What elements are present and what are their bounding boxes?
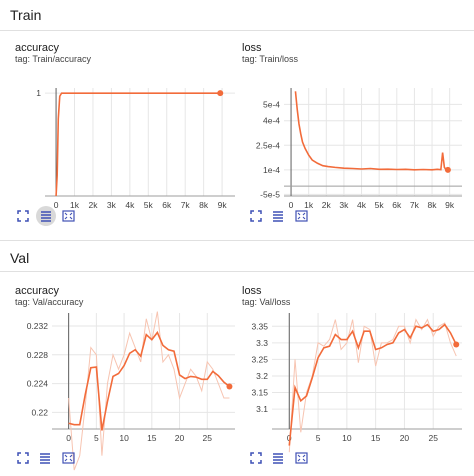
- x-tick-label: 2k: [322, 200, 332, 210]
- fullscreen-icon[interactable]: [247, 449, 265, 467]
- x-tick-label: 0: [54, 200, 59, 210]
- chart-card-train-accuracy: accuracy tag: Train/accuracy 0 1k 2k 3k 4k 5k…: [10, 42, 240, 217]
- fullscreen-icon[interactable]: [14, 207, 32, 225]
- x-tick-label: 5: [316, 433, 321, 443]
- chart-tag: tag: Val/loss: [242, 297, 291, 307]
- x-tick-label: 3k: [107, 200, 117, 210]
- series-end-point: [217, 90, 224, 97]
- y-tick-label: 3.3: [256, 338, 268, 348]
- line-chart[interactable]: 0 5 10 15 20 253.353.33.253.23.153.1: [237, 309, 467, 474]
- y-tick-label: -5e-5: [260, 189, 280, 199]
- series-end-point: [226, 383, 233, 390]
- y-tick-label: 1e-4: [263, 165, 280, 175]
- x-tick-label: 6k: [392, 200, 402, 210]
- fit-domain-icon[interactable]: [292, 207, 310, 225]
- fullscreen-icon[interactable]: [14, 449, 32, 467]
- series-line: [68, 330, 230, 431]
- chart-card-val-accuracy: accuracy tag: Val/accuracy 0 5 10 15 20 25 0.2…: [10, 285, 240, 471]
- series-line: [294, 91, 448, 171]
- x-tick-label: 25: [428, 433, 438, 443]
- series-line: [55, 92, 221, 197]
- chart-title: loss: [242, 285, 262, 297]
- x-tick-label: 4k: [125, 200, 135, 210]
- y-tick-label: 0.228: [27, 350, 49, 360]
- x-tick-label: 5: [94, 433, 99, 443]
- x-tick-label: 20: [400, 433, 410, 443]
- y-tick-label: 0.22: [31, 407, 48, 417]
- y-tick-label: 4e-4: [263, 116, 280, 126]
- raw-series-line: [68, 311, 230, 471]
- section-title: Val: [10, 250, 30, 266]
- x-tick-label: 3k: [339, 200, 349, 210]
- x-tick-label: 9k: [445, 200, 455, 210]
- y-tick-label: 3.15: [251, 388, 268, 398]
- x-tick-label: 8k: [428, 200, 438, 210]
- x-tick-label: 7k: [410, 200, 420, 210]
- fit-domain-icon[interactable]: [292, 449, 310, 467]
- y-tick-label: 3.25: [251, 354, 268, 364]
- chart-tag: tag: Train/loss: [242, 54, 299, 64]
- y-tick-label: 3.1: [256, 404, 268, 414]
- line-chart[interactable]: 0 1k 2k 3k 4k 5k 6k 7k 8k 9k 5e-4 4e-4 2.5e-4 1e-4 -5e…: [237, 66, 467, 256]
- fit-domain-icon[interactable]: [59, 449, 77, 467]
- chart-card-val-loss: loss tag: Val/loss 0 5 10 15 20 25 3.35 3.3 3.25…: [237, 285, 467, 453]
- x-tick-label: 15: [371, 433, 381, 443]
- x-tick-label: 9k: [218, 200, 228, 210]
- fullscreen-icon[interactable]: [247, 207, 265, 225]
- x-tick-label: 7k: [181, 200, 191, 210]
- chart-card-train-loss: loss tag: Train/loss 0 1k 2k 3k 4k 5k 6k 7k 8k 9k…: [237, 42, 467, 217]
- section-title: Train: [10, 7, 42, 23]
- x-tick-label: 10: [342, 433, 352, 443]
- chart-tag: tag: Val/accuracy: [15, 297, 84, 307]
- toggle-log-scale-icon[interactable]: [269, 207, 287, 225]
- series-end-point: [453, 341, 460, 348]
- x-tick-label: 20: [175, 433, 185, 443]
- x-tick-label: 1k: [304, 200, 314, 210]
- x-tick-label: 4k: [357, 200, 367, 210]
- y-tick-label: 3.2: [256, 371, 268, 381]
- section-header-train[interactable]: Train: [0, 0, 474, 31]
- x-tick-label: 10: [119, 433, 129, 443]
- x-tick-label: 5k: [375, 200, 385, 210]
- series-line: [288, 323, 457, 446]
- fit-domain-icon[interactable]: [59, 207, 77, 225]
- chart-title: accuracy: [15, 42, 60, 54]
- x-tick-label: 15: [147, 433, 157, 443]
- x-tick-label: 6k: [162, 200, 172, 210]
- chart-tag: tag: Train/accuracy: [15, 54, 92, 64]
- line-chart[interactable]: 0 5 10 15 20 25 0.232 0.228 0.224 0.22: [10, 309, 240, 474]
- series-end-point: [444, 166, 451, 173]
- y-tick-label: 0.224: [27, 379, 49, 389]
- x-tick-label: 8k: [199, 200, 209, 210]
- line-chart[interactable]: 0 1k 2k 3k 4k 5k 6k 7k 8k 9k 1: [10, 66, 240, 256]
- y-tick-label: 5e-4: [263, 99, 280, 109]
- chart-title: loss: [242, 42, 262, 54]
- toggle-log-scale-icon[interactable]: [36, 449, 54, 467]
- y-tick-label: 0.232: [27, 321, 49, 331]
- toggle-log-scale-icon[interactable]: [269, 449, 287, 467]
- x-tick-label: 5k: [144, 200, 154, 210]
- chart-title: accuracy: [15, 285, 60, 297]
- raw-series-line: [288, 318, 457, 453]
- x-tick-label: 2k: [88, 200, 98, 210]
- x-tick-label: 1k: [70, 200, 80, 210]
- x-tick-label: 0: [289, 200, 294, 210]
- y-tick-label: 2.5e-4: [256, 140, 280, 150]
- y-tick-label: 3.35: [251, 321, 268, 331]
- section-header-val[interactable]: Val: [0, 240, 474, 272]
- x-tick-label: 0: [66, 433, 71, 443]
- y-tick-label: 1: [36, 88, 41, 98]
- x-tick-label: 25: [203, 433, 213, 443]
- toggle-log-scale-icon[interactable]: [36, 206, 56, 226]
